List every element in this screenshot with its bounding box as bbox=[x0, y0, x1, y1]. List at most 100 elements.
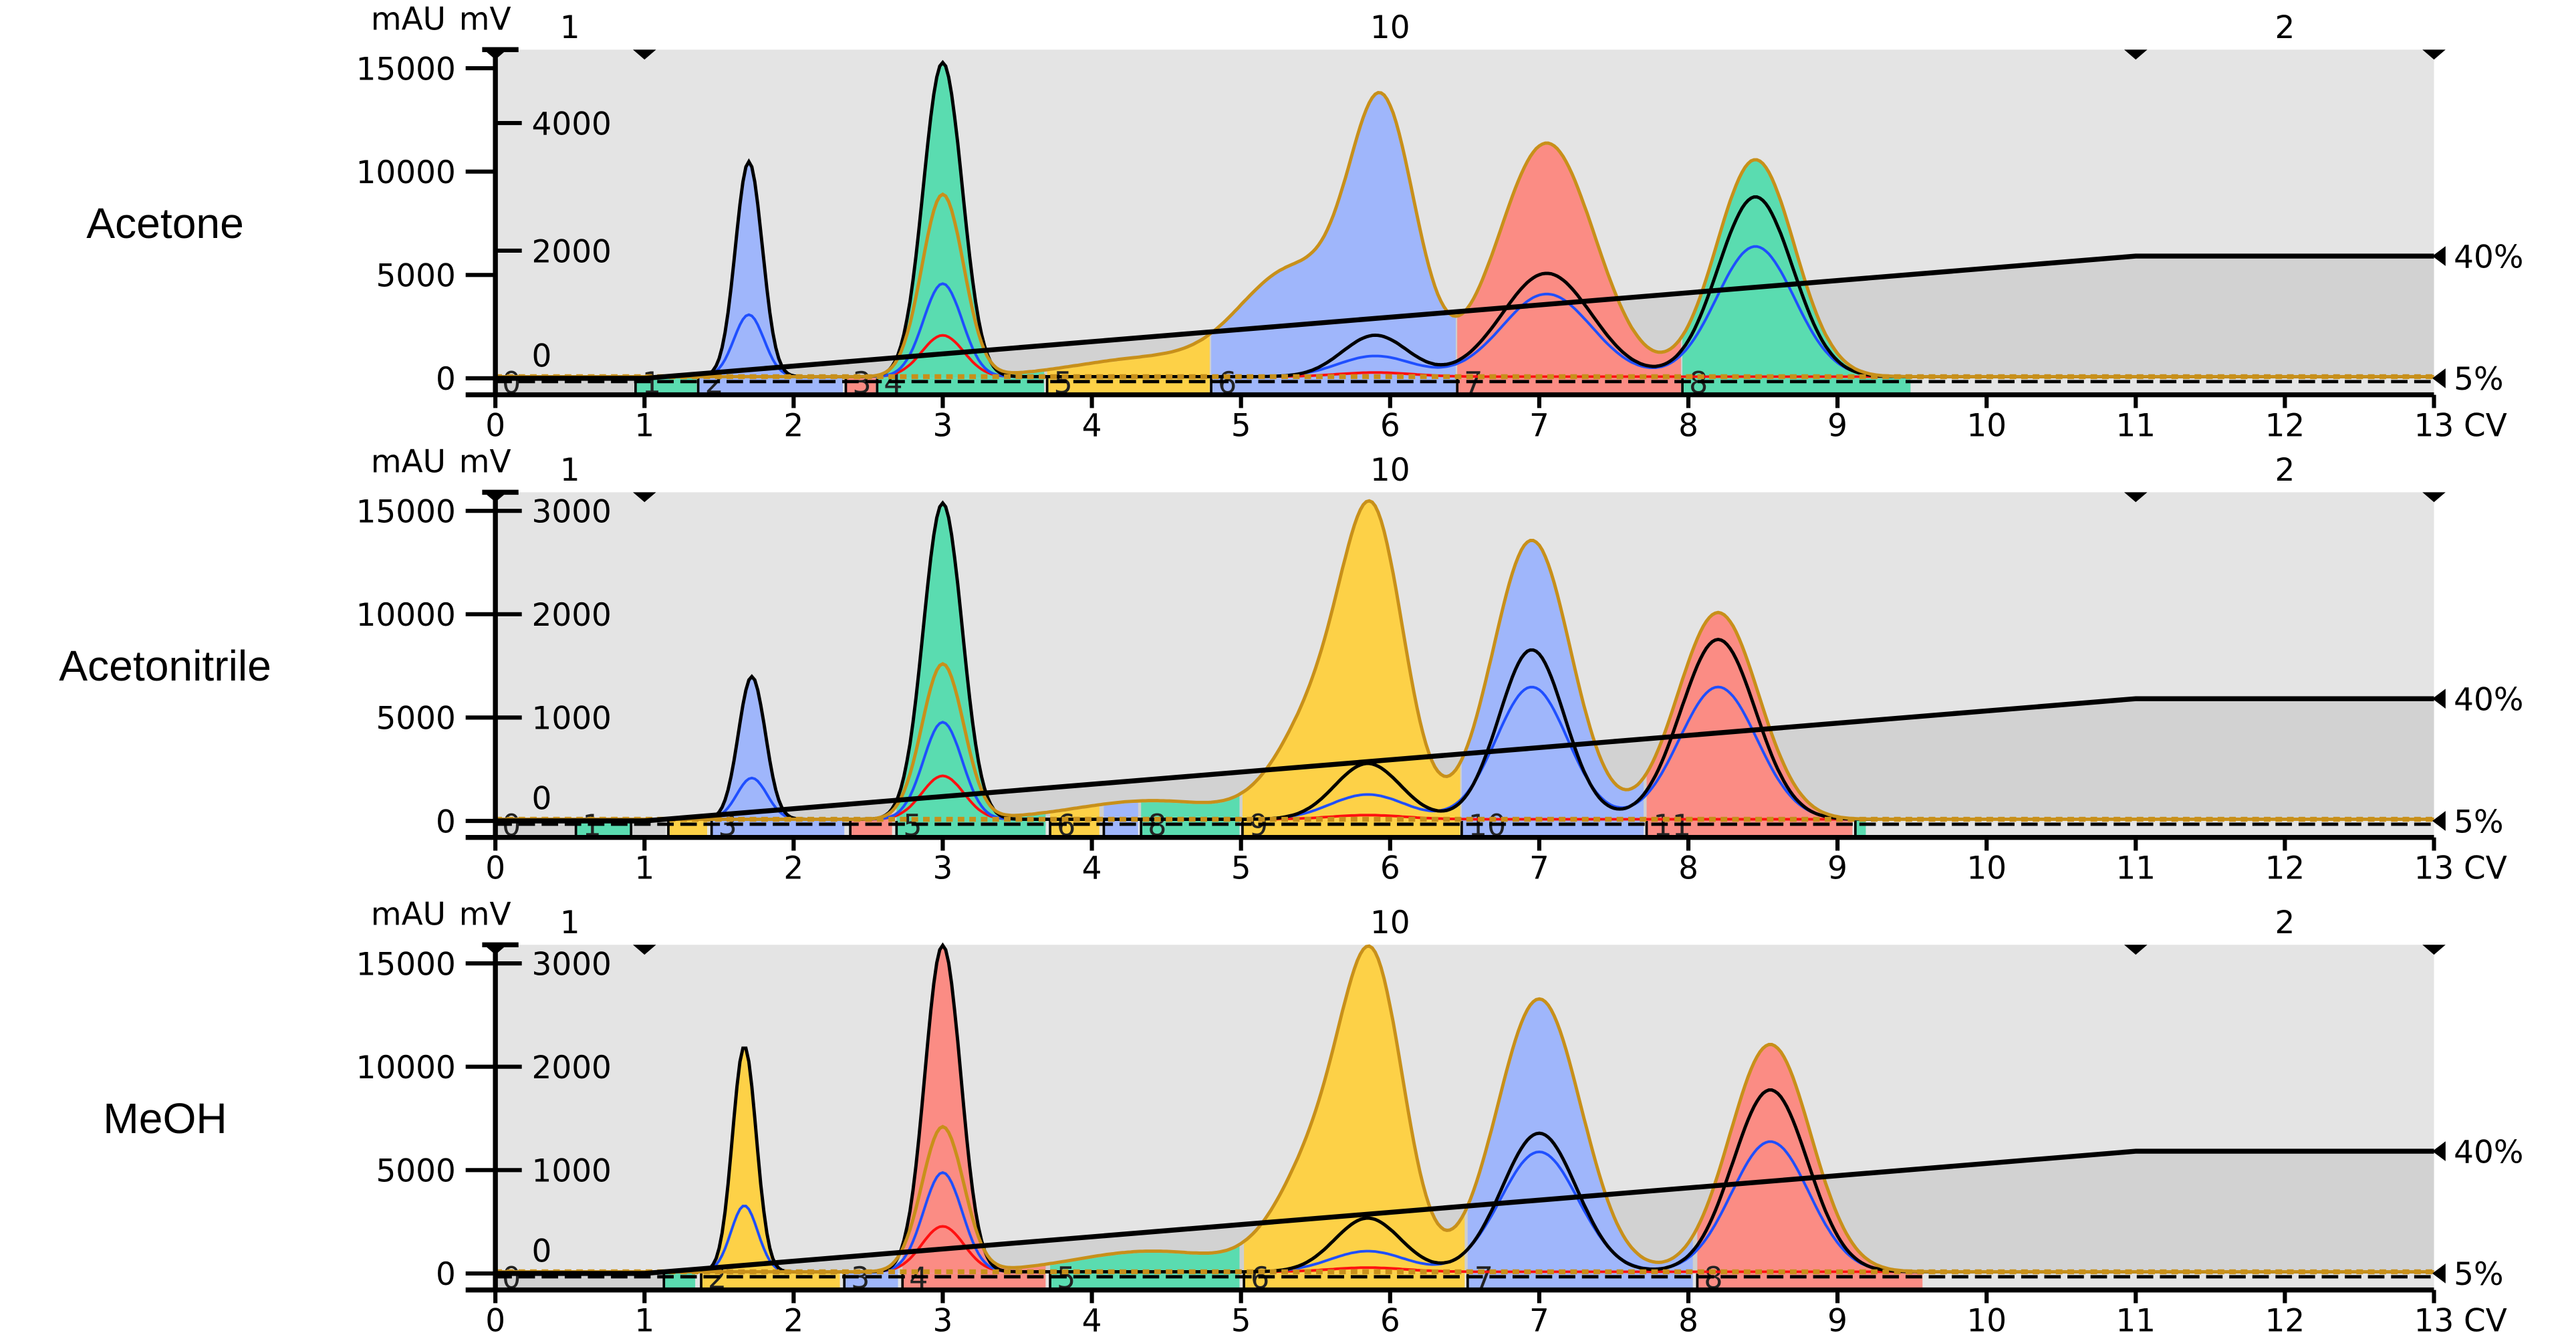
y-left-tick-label: 5000 bbox=[376, 258, 455, 295]
y-right-tick-label: 0 bbox=[532, 781, 552, 818]
gradient-low-marker-icon bbox=[2432, 1263, 2446, 1284]
segment-marker-icon bbox=[2422, 945, 2446, 955]
sample-name: MeOH bbox=[103, 1094, 227, 1142]
chart-panel-acetone: 0 1 2 3 4 5 6 7 81 10 240%5%0 1 2 3 4 5 6 7 8 9 10 11 12 13 CV05… bbox=[86, 1, 2523, 445]
y-right-tick-label: 2000 bbox=[532, 1050, 612, 1086]
x-tick-label: 1 bbox=[634, 1302, 654, 1333]
gradient-line bbox=[495, 1148, 2434, 1276]
sample-name: Acetone bbox=[86, 199, 244, 247]
segment-marker-icon bbox=[632, 492, 656, 503]
gradient-line bbox=[495, 696, 2434, 824]
fraction-bar bbox=[1682, 378, 1911, 394]
x-tick-label: 6 bbox=[1380, 850, 1400, 886]
x-tick-label: 3 bbox=[933, 407, 953, 444]
segment-marker-icon bbox=[2124, 49, 2148, 60]
x-tick-label: 10 bbox=[1966, 850, 2007, 886]
x-tick-label: 11 bbox=[2115, 850, 2156, 886]
chart-panel-acetonitrile: 0 1 3 5 6 8 9 10 111 10 240%5%0 1 2 3 4 5 6 7 8 9 10 11 12 13 CV… bbox=[59, 444, 2523, 887]
x-tick-label: 13 bbox=[2414, 407, 2454, 444]
gradient-high-marker-icon bbox=[2432, 1141, 2446, 1161]
y-right-tick-label: 2000 bbox=[532, 233, 612, 270]
x-tick-label: 5 bbox=[1231, 407, 1251, 444]
y-right-tick-label: 3000 bbox=[532, 493, 612, 530]
x-tick-label: 12 bbox=[2265, 407, 2305, 444]
x-tick-label: 12 bbox=[2265, 1302, 2305, 1333]
x-tick-label: 4 bbox=[1082, 1302, 1102, 1333]
x-tick-label: 4 bbox=[1082, 850, 1102, 886]
y-left-tick-label: 0 bbox=[436, 361, 456, 398]
chart-panel-meoh: 0 2 3 4 5 6 7 81 10 240%5%0 1 2 3 4 5 6 7 8 9 10 11 12 13 CV050… bbox=[103, 896, 2523, 1333]
x-tick-label: 0 bbox=[485, 850, 505, 886]
segment-label: 1 bbox=[560, 904, 580, 941]
segment-marker-icon bbox=[2422, 492, 2446, 503]
y-left-tick-label: 10000 bbox=[356, 597, 456, 634]
sample-name: Acetonitrile bbox=[59, 642, 271, 690]
segment-label: 2 bbox=[2275, 452, 2295, 489]
x-tick-label: 9 bbox=[1827, 1302, 1847, 1333]
x-tick-label: 9 bbox=[1827, 407, 1847, 444]
y-left-tick-label: 10000 bbox=[356, 154, 456, 191]
segment-label: 10 bbox=[1370, 9, 1410, 46]
x-axis-unit: CV bbox=[2464, 407, 2507, 444]
y-right-tick-label: 1000 bbox=[532, 701, 612, 737]
segment-label: 2 bbox=[2275, 9, 2295, 46]
segment-label: 10 bbox=[1370, 904, 1410, 941]
trace-line bbox=[495, 944, 2434, 1274]
segment-label: 1 bbox=[560, 9, 580, 46]
y-right-tick-label: 0 bbox=[532, 1233, 552, 1270]
gradient-high-marker-icon bbox=[2432, 689, 2446, 709]
gradient-low-label: 5% bbox=[2454, 1256, 2503, 1293]
y-right-unit: mV bbox=[459, 896, 511, 933]
y-left-tick-label: 10000 bbox=[356, 1050, 456, 1086]
gradient-low-label: 5% bbox=[2454, 804, 2503, 840]
gradient-line bbox=[495, 253, 2434, 381]
x-tick-label: 3 bbox=[933, 850, 953, 886]
x-tick-label: 3 bbox=[933, 1302, 953, 1333]
y-right-tick-label: 1000 bbox=[532, 1153, 612, 1190]
segment-marker-icon bbox=[2124, 945, 2148, 955]
x-tick-label: 7 bbox=[1529, 850, 1549, 886]
y-left-tick-label: 15000 bbox=[356, 51, 456, 88]
x-tick-label: 13 bbox=[2414, 1302, 2454, 1333]
y-right-tick-label: 3000 bbox=[532, 946, 612, 983]
segment-label: 1 bbox=[560, 452, 580, 489]
y-left-tick-label: 15000 bbox=[356, 493, 456, 530]
y-left-unit: mAU bbox=[371, 1, 446, 38]
x-tick-label: 5 bbox=[1231, 1302, 1251, 1333]
segment-marker-icon bbox=[632, 945, 656, 955]
y-right-tick-label: 0 bbox=[532, 338, 552, 375]
x-tick-label: 6 bbox=[1380, 407, 1400, 444]
x-tick-label: 13 bbox=[2414, 850, 2454, 886]
y-left-unit: mAU bbox=[371, 444, 446, 481]
y-right-unit: mV bbox=[459, 444, 511, 481]
x-tick-label: 11 bbox=[2115, 1302, 2156, 1333]
x-tick-label: 1 bbox=[634, 407, 654, 444]
gradient-low-marker-icon bbox=[2432, 811, 2446, 831]
x-tick-label: 4 bbox=[1082, 407, 1102, 444]
gradient-low-label: 5% bbox=[2454, 361, 2503, 398]
x-tick-label: 8 bbox=[1678, 1302, 1698, 1333]
y-left-tick-label: 0 bbox=[436, 1256, 456, 1293]
x-axis-unit: CV bbox=[2464, 850, 2507, 886]
segment-marker-icon bbox=[2124, 492, 2148, 503]
x-tick-label: 10 bbox=[1966, 407, 2007, 444]
y-right-unit: mV bbox=[459, 1, 511, 38]
x-tick-label: 11 bbox=[2115, 407, 2156, 444]
y-left-tick-label: 15000 bbox=[356, 946, 456, 983]
y-left-tick-label: 5000 bbox=[376, 1153, 455, 1190]
segment-marker-icon bbox=[2422, 49, 2446, 60]
x-tick-label: 1 bbox=[634, 850, 654, 886]
x-tick-label: 6 bbox=[1380, 1302, 1400, 1333]
segment-label: 10 bbox=[1370, 452, 1410, 489]
y-left-tick-label: 0 bbox=[436, 804, 456, 840]
y-left-unit: mAU bbox=[371, 896, 446, 933]
x-tick-label: 0 bbox=[485, 1302, 505, 1333]
x-tick-label: 0 bbox=[485, 407, 505, 444]
x-tick-label: 2 bbox=[783, 850, 803, 886]
y-right-tick-label: 2000 bbox=[532, 597, 612, 634]
x-tick-label: 12 bbox=[2265, 850, 2305, 886]
x-tick-label: 2 bbox=[783, 1302, 803, 1333]
x-tick-label: 8 bbox=[1678, 407, 1698, 444]
x-tick-label: 10 bbox=[1966, 1302, 2007, 1333]
